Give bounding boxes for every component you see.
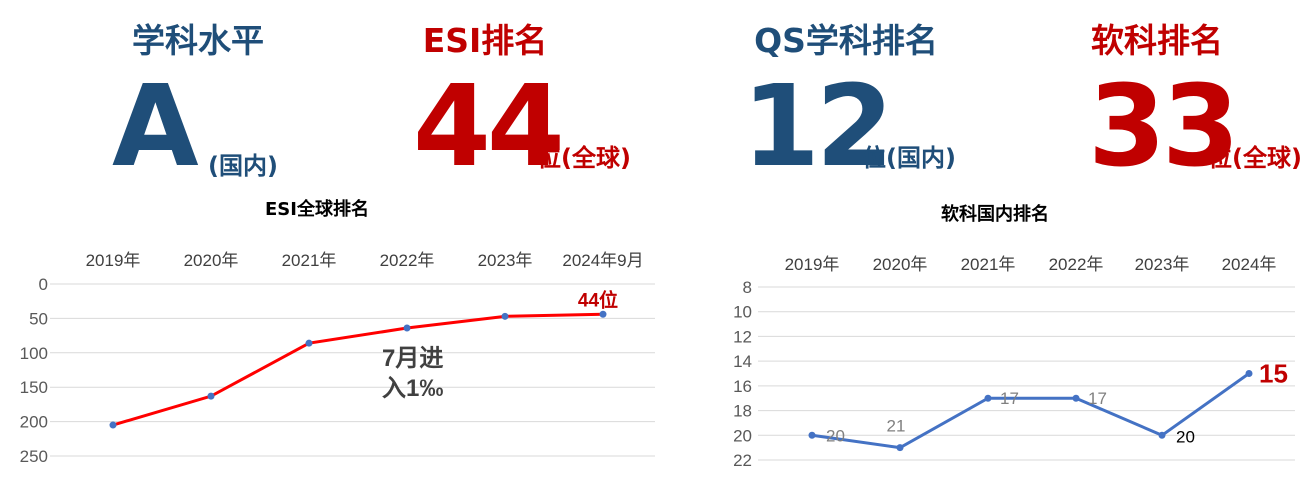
data-label: 20 bbox=[826, 426, 845, 445]
data-label: 15 bbox=[1259, 359, 1288, 389]
y-tick-label: 16 bbox=[733, 377, 752, 396]
x-tick-label: 2020年 bbox=[873, 255, 928, 274]
y-tick-label: 18 bbox=[733, 402, 752, 421]
data-point bbox=[984, 394, 992, 402]
data-point bbox=[403, 324, 411, 332]
y-tick-label: 20 bbox=[733, 426, 752, 445]
data-point bbox=[1072, 394, 1080, 402]
qs-rank-value: 12 bbox=[742, 62, 894, 192]
y-tick-label: 14 bbox=[733, 352, 752, 371]
annotation-top-1-permille: 入1‰ bbox=[382, 375, 443, 402]
discipline-level-value: A bbox=[112, 62, 199, 192]
ranking-rank-suffix: 位(全球) bbox=[1208, 144, 1302, 172]
x-tick-label: 2021年 bbox=[961, 255, 1016, 274]
y-tick-label: 200 bbox=[20, 413, 48, 432]
data-point bbox=[501, 312, 509, 320]
panel-title-qs-rank: QS学科排名 bbox=[754, 21, 938, 60]
x-tick-label: 2024年 bbox=[1222, 255, 1277, 274]
x-tick-label: 2021年 bbox=[282, 251, 337, 270]
panel-title-esi-rank: ESI排名 bbox=[422, 21, 548, 60]
ranking-chart-title: 软科国内排名 bbox=[941, 204, 1049, 225]
data-point bbox=[1158, 431, 1166, 439]
panel-title-discipline-level: 学科水平 bbox=[132, 21, 264, 60]
ranking-rank-value: 33 bbox=[1088, 62, 1240, 192]
x-tick-label: 2023年 bbox=[478, 251, 533, 270]
series-line bbox=[811, 372, 1250, 450]
x-tick-label: 2022年 bbox=[380, 251, 435, 270]
y-tick-label: 8 bbox=[743, 278, 752, 297]
x-tick-label: 2023年 bbox=[1135, 255, 1190, 274]
x-tick-label: 2019年 bbox=[785, 255, 840, 274]
qs-rank-suffix: 位(国内) bbox=[862, 144, 956, 172]
data-point bbox=[305, 339, 313, 347]
data-point bbox=[109, 421, 117, 429]
data-point bbox=[808, 431, 816, 439]
x-tick-label: 2019年 bbox=[86, 251, 141, 270]
y-tick-label: 100 bbox=[20, 344, 48, 363]
data-label: 17 bbox=[1088, 389, 1107, 408]
panel-title-ranking-rank: 软科排名 bbox=[1091, 21, 1223, 60]
discipline-level-suffix: (国内) bbox=[208, 152, 278, 180]
annotation-top-1-permille: 7月进 bbox=[382, 345, 443, 372]
x-tick-label: 2020年 bbox=[184, 251, 239, 270]
data-point bbox=[599, 310, 607, 318]
data-point bbox=[896, 444, 904, 452]
data-label: 17 bbox=[1000, 389, 1019, 408]
y-tick-label: 150 bbox=[20, 378, 48, 397]
x-tick-label: 2022年 bbox=[1049, 255, 1104, 274]
series-line bbox=[112, 312, 604, 427]
y-tick-label: 250 bbox=[20, 447, 48, 466]
esi-chart-title: ESI全球排名 bbox=[265, 199, 369, 220]
data-point bbox=[1245, 370, 1253, 377]
data-label: 20 bbox=[1176, 427, 1195, 446]
y-tick-label: 12 bbox=[733, 327, 752, 346]
y-tick-label: 22 bbox=[733, 451, 752, 470]
esi-rank-value: 44 bbox=[413, 62, 565, 192]
x-tick-label: 2024年9月 bbox=[562, 251, 643, 270]
y-tick-label: 50 bbox=[29, 309, 48, 328]
annotation-44: 44位 bbox=[578, 288, 618, 311]
data-label: 21 bbox=[887, 417, 906, 436]
y-tick-label: 10 bbox=[733, 303, 752, 322]
data-point bbox=[207, 392, 215, 400]
esi-rank-suffix: 位(全球) bbox=[537, 144, 631, 172]
y-tick-label: 0 bbox=[39, 275, 48, 294]
